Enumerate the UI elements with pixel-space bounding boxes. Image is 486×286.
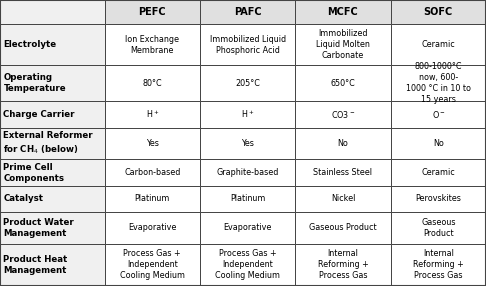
Bar [200, 244, 295, 286]
Text: Charge Carrier: Charge Carrier [3, 110, 75, 119]
Text: Evaporative: Evaporative [128, 223, 176, 233]
Bar [104, 65, 200, 101]
Text: O$^-$: O$^-$ [432, 109, 445, 120]
Text: Perovskites: Perovskites [416, 194, 461, 203]
Text: Ceramic: Ceramic [421, 168, 455, 177]
Text: Ion Exchange
Membrane: Ion Exchange Membrane [125, 35, 179, 55]
Text: SOFC: SOFC [424, 7, 453, 17]
Bar [200, 159, 295, 186]
Text: Platinum: Platinum [230, 194, 265, 203]
Text: Immobilized Liquid
Phosphoric Acid: Immobilized Liquid Phosphoric Acid [209, 35, 286, 55]
Text: 650°C: 650°C [330, 79, 355, 88]
Text: 80°C: 80°C [142, 79, 162, 88]
Bar [104, 244, 200, 286]
Bar [0, 0, 104, 24]
Text: Ceramic: Ceramic [421, 40, 455, 49]
Text: 205°C: 205°C [235, 79, 260, 88]
Bar [104, 128, 200, 159]
Bar [200, 24, 295, 65]
Bar [200, 101, 295, 128]
Text: Gaseous Product: Gaseous Product [309, 223, 377, 233]
Bar [200, 186, 295, 212]
Text: Stainless Steel: Stainless Steel [313, 168, 372, 177]
Bar [0, 212, 104, 244]
Text: Internal
Reforming +
Process Gas: Internal Reforming + Process Gas [413, 249, 464, 281]
Text: H$^+$: H$^+$ [241, 109, 254, 120]
Bar [295, 159, 391, 186]
Text: Process Gas +
Independent
Cooling Medium: Process Gas + Independent Cooling Medium [120, 249, 185, 281]
Bar [0, 159, 104, 186]
Bar [391, 159, 486, 186]
Bar [104, 186, 200, 212]
Text: Gaseous
Product: Gaseous Product [421, 218, 455, 238]
Text: Product Water
Management: Product Water Management [3, 218, 74, 238]
Text: Evaporative: Evaporative [224, 223, 272, 233]
Bar [0, 65, 104, 101]
Bar [0, 128, 104, 159]
Text: External Reformer
for CH$_4$ (below): External Reformer for CH$_4$ (below) [3, 132, 93, 156]
Text: MCFC: MCFC [328, 7, 358, 17]
Text: H$^+$: H$^+$ [146, 109, 159, 120]
Text: Nickel: Nickel [331, 194, 355, 203]
Bar [295, 101, 391, 128]
Text: Immobilized
Liquid Molten
Carbonate: Immobilized Liquid Molten Carbonate [316, 29, 370, 60]
Text: Platinum: Platinum [135, 194, 170, 203]
Bar [295, 128, 391, 159]
Bar [295, 65, 391, 101]
Bar [295, 212, 391, 244]
Bar [391, 24, 486, 65]
Bar [104, 24, 200, 65]
Bar [0, 186, 104, 212]
Bar [104, 212, 200, 244]
Bar [200, 212, 295, 244]
Bar [391, 101, 486, 128]
Bar [295, 24, 391, 65]
Text: Operating
Temperature: Operating Temperature [3, 73, 66, 94]
Bar [295, 244, 391, 286]
Text: CO3$^-$: CO3$^-$ [331, 109, 355, 120]
Bar [295, 0, 391, 24]
Bar [104, 159, 200, 186]
Text: Yes: Yes [241, 139, 254, 148]
Text: No: No [433, 139, 444, 148]
Text: Product Heat
Management: Product Heat Management [3, 255, 68, 275]
Text: PAFC: PAFC [234, 7, 261, 17]
Text: No: No [338, 139, 348, 148]
Text: Prime Cell
Components: Prime Cell Components [3, 162, 65, 182]
Text: Electrolyte: Electrolyte [3, 40, 56, 49]
Bar [391, 186, 486, 212]
Text: Carbon-based: Carbon-based [124, 168, 180, 177]
Text: Process Gas +
Independent
Cooling Medium: Process Gas + Independent Cooling Medium [215, 249, 280, 281]
Bar [200, 128, 295, 159]
Bar [391, 0, 486, 24]
Bar [391, 244, 486, 286]
Bar [391, 128, 486, 159]
Bar [200, 65, 295, 101]
Text: Yes: Yes [146, 139, 159, 148]
Text: Catalyst: Catalyst [3, 194, 43, 203]
Bar [104, 101, 200, 128]
Bar [391, 65, 486, 101]
Bar [391, 212, 486, 244]
Text: Graphite-based: Graphite-based [216, 168, 279, 177]
Text: Internal
Reforming +
Process Gas: Internal Reforming + Process Gas [317, 249, 368, 281]
Bar [0, 101, 104, 128]
Bar [295, 186, 391, 212]
Bar [0, 244, 104, 286]
Text: PEFC: PEFC [139, 7, 166, 17]
Bar [0, 24, 104, 65]
Bar [104, 0, 200, 24]
Bar [200, 0, 295, 24]
Text: 800-1000°C
now, 600-
1000 °C in 10 to
15 years: 800-1000°C now, 600- 1000 °C in 10 to 15… [406, 62, 471, 104]
